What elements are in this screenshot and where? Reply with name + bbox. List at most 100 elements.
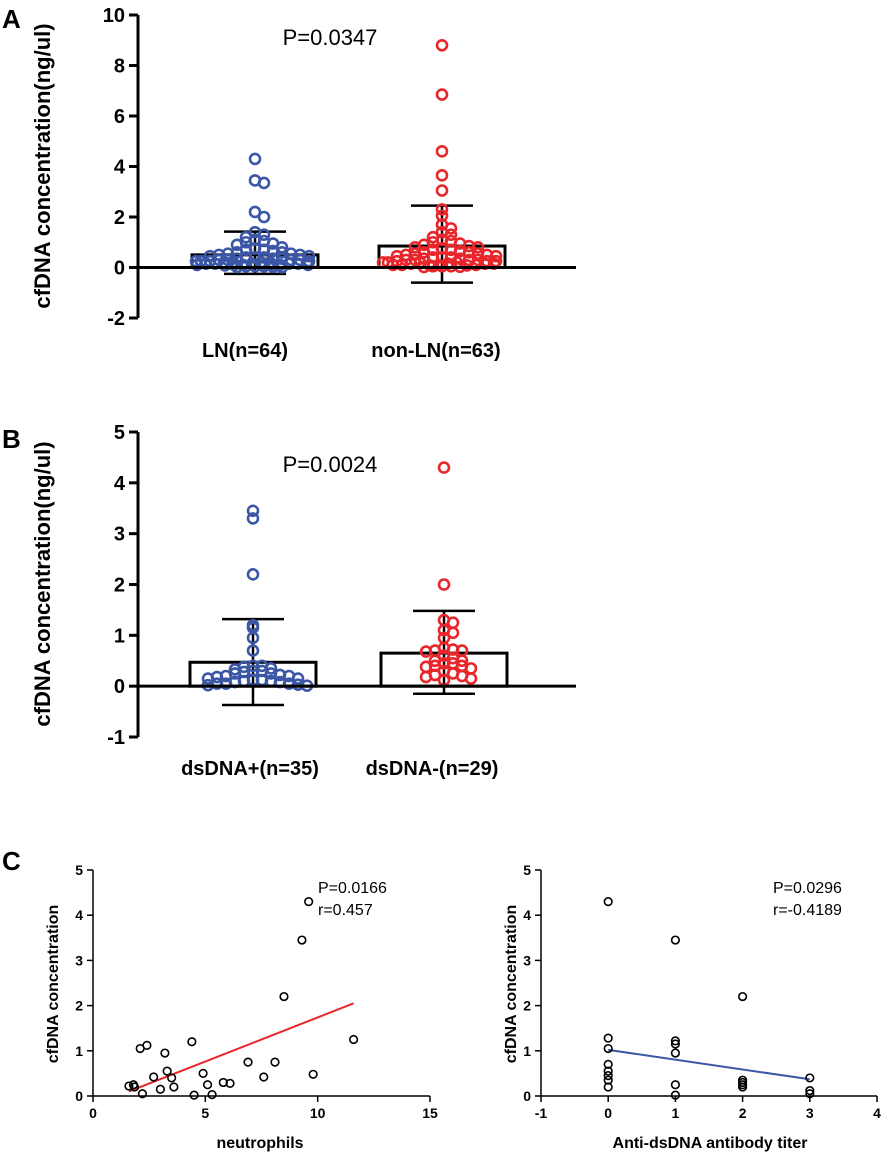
panel-a-p-value: P=0.0347 — [283, 25, 378, 50]
panel-c-right-x-axis-label: Anti-dsDNA antibody titer — [613, 1135, 808, 1152]
data-point — [437, 578, 451, 591]
y-tick-label: -1 — [107, 727, 125, 749]
data-point — [246, 504, 260, 518]
y-tick-label: 0 — [75, 1088, 83, 1104]
data-point — [670, 1080, 681, 1090]
data-point — [225, 1078, 235, 1088]
data-point — [137, 1089, 148, 1099]
regression-line — [608, 1048, 810, 1081]
data-point — [149, 1072, 159, 1082]
panel-a-category-non-ln: non-LN(n=63) — [371, 340, 500, 362]
panel-c-right-p-value: P=0.0296 — [773, 880, 842, 897]
panel-c-left-chart: cfDNA concentration neutrophils P=0.0166… — [45, 862, 438, 1152]
data-point — [435, 184, 449, 197]
y-tick-label: 1 — [75, 1043, 83, 1059]
y-tick-label: 2 — [523, 998, 531, 1014]
data-point — [446, 626, 460, 640]
y-tick-label: 5 — [75, 862, 83, 878]
data-point — [603, 1033, 613, 1043]
panel-b-category-dsdna-pos: dsDNA+(n=35) — [181, 758, 319, 780]
y-tick-label: 1 — [523, 1043, 531, 1059]
data-point — [202, 1080, 213, 1090]
data-point — [603, 1043, 613, 1054]
data-point — [169, 1082, 179, 1092]
data-point — [190, 258, 204, 272]
y-tick-label: 4 — [523, 907, 531, 923]
y-tick-label: 2 — [75, 998, 83, 1014]
y-tick-label: 0 — [523, 1088, 531, 1104]
panel-label-c: C — [2, 846, 21, 876]
x-tick-label: 10 — [310, 1105, 326, 1121]
data-point — [670, 1039, 681, 1049]
x-tick-label: 0 — [89, 1105, 97, 1121]
data-point — [187, 1037, 197, 1047]
data-point — [246, 644, 260, 657]
panel-b-y-axis-label: cfDNA concentration(ng/ul) — [30, 441, 55, 726]
y-tick-label: 4 — [114, 157, 126, 179]
y-tick-label: 6 — [114, 106, 125, 128]
y-tick-label: 4 — [114, 473, 126, 495]
y-tick-label: 1 — [114, 625, 125, 647]
data-point — [259, 1072, 269, 1082]
data-point — [124, 1081, 134, 1091]
panel-c-left-r-value: r=0.457 — [318, 902, 373, 919]
data-point — [386, 258, 400, 272]
y-tick-label: -2 — [107, 308, 125, 330]
data-point — [435, 38, 449, 52]
y-tick-label: 3 — [75, 952, 83, 968]
data-point — [142, 1040, 152, 1050]
data-point — [603, 897, 613, 907]
data-point — [257, 176, 271, 190]
panel-c-left-p-value: P=0.0166 — [318, 880, 387, 897]
y-tick-label: 8 — [114, 56, 125, 78]
panel-b-category-dsdna-neg: dsDNA-(n=29) — [366, 758, 499, 780]
data-point — [270, 1057, 280, 1067]
data-point — [603, 1082, 613, 1092]
data-point — [257, 210, 271, 224]
panel-c-right-y-axis-label: cfDNA concentration — [503, 905, 520, 1064]
data-point — [207, 1090, 217, 1100]
regression-line — [128, 1002, 354, 1093]
x-tick-label: 2 — [739, 1105, 747, 1121]
data-point — [297, 935, 307, 945]
data-point — [464, 672, 478, 685]
data-point — [435, 169, 449, 182]
data-point — [419, 645, 433, 658]
data-point — [248, 152, 262, 166]
data-point — [162, 1066, 172, 1076]
data-point — [198, 1068, 208, 1078]
x-tick-label: -1 — [535, 1105, 548, 1121]
data-point — [435, 203, 449, 216]
data-point — [805, 1073, 815, 1083]
panel-b-p-value: P=0.0024 — [283, 452, 378, 477]
data-point — [349, 1034, 359, 1045]
data-point — [435, 88, 449, 101]
panel-label-a: A — [2, 4, 21, 34]
data-point — [230, 238, 244, 252]
data-point — [670, 1048, 681, 1058]
data-point — [291, 672, 305, 685]
x-tick-label: 1 — [672, 1105, 680, 1121]
y-tick-label: 3 — [523, 952, 531, 968]
data-point — [257, 228, 271, 241]
data-point — [603, 1066, 613, 1076]
y-tick-label: 2 — [114, 575, 125, 597]
data-point — [460, 259, 474, 272]
data-point — [603, 1075, 613, 1085]
data-point — [167, 1073, 177, 1083]
data-point — [246, 512, 260, 525]
data-point — [189, 1090, 199, 1100]
y-tick-label: 5 — [523, 862, 531, 878]
data-point — [670, 935, 681, 945]
data-point — [160, 1048, 170, 1058]
data-point — [201, 672, 215, 685]
panel-c-left-x-axis-label: neutrophils — [216, 1135, 303, 1152]
y-tick-label: 5 — [114, 422, 125, 444]
x-tick-label: 5 — [201, 1105, 209, 1121]
data-point — [670, 1090, 681, 1100]
y-tick-label: 0 — [114, 676, 125, 698]
panel-c-right-r-value: r=-0.4189 — [773, 902, 842, 919]
data-point — [444, 228, 458, 241]
data-point — [246, 631, 260, 645]
